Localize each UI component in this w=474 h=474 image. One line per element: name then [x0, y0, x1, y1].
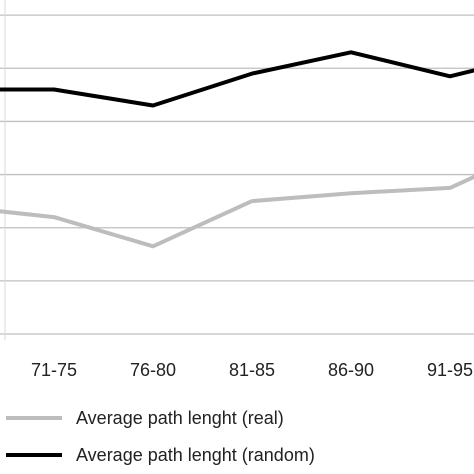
series-lines [0, 50, 474, 249]
legend: Average path lenght (real) Average path l… [6, 408, 315, 465]
x-tick-label: 76-80 [130, 360, 176, 380]
legend-label: Average path lenght (real) [76, 408, 284, 428]
x-axis-tick-labels: 71-75 76-80 81-85 86-90 91-95 [31, 360, 473, 380]
x-tick-label: 86-90 [328, 360, 374, 380]
x-tick-label: 91-95 [427, 360, 473, 380]
series-line-random [0, 50, 474, 108]
series-line-real [0, 174, 474, 249]
x-tick-label: 71-75 [31, 360, 77, 380]
gridlines [0, 14, 474, 335]
x-tick-label: 81-85 [229, 360, 275, 380]
legend-label: Average path lenght (random) [76, 445, 315, 465]
